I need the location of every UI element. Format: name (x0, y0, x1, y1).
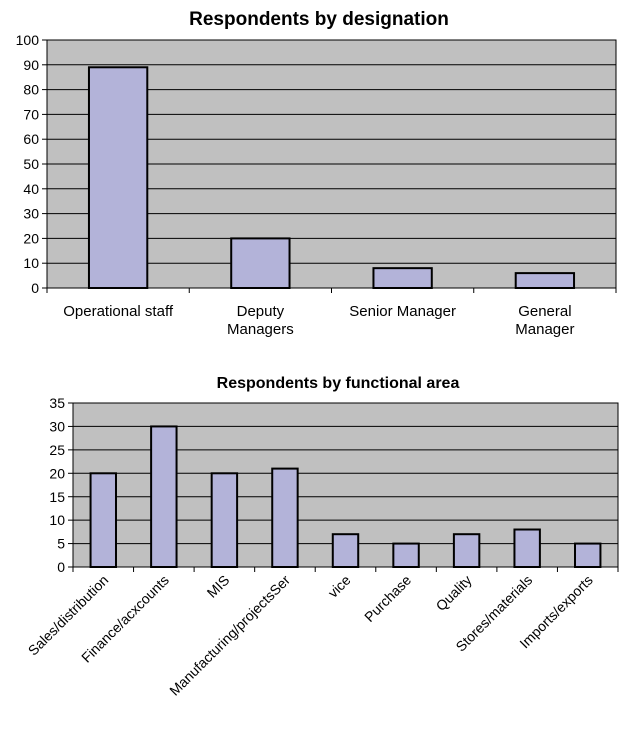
functional-area-y-tick-label: 20 (49, 465, 65, 481)
designation-y-tick-label: 60 (23, 131, 39, 147)
functional-area-bar (150, 425, 178, 568)
designation-y-tick-label: 80 (23, 82, 39, 98)
functional-area-y-tick-label: 25 (49, 442, 65, 458)
functional-area-bar (89, 472, 117, 568)
designation-category-label: Operational staff (63, 303, 174, 320)
functional-area-bar (574, 542, 602, 568)
functional-area-bar (452, 533, 481, 569)
designation-y-tick-label: 90 (23, 57, 39, 73)
designation-category-label: General Manager (515, 303, 574, 338)
functional-area-category-label: Quality (433, 572, 475, 614)
functional-area-y-tick-label: 30 (49, 418, 65, 434)
designation-y-tick-label: 20 (23, 230, 39, 246)
designation-y-tick-label: 40 (23, 181, 39, 197)
functional-area-bar (271, 467, 299, 569)
functional-area-chart: Respondents by functional area 0 5 10 15 20 2… (25, 375, 619, 699)
functional-area-category-label: Purchase (361, 572, 414, 625)
functional-area-category-label: Manufacturing/projectsSer (166, 572, 293, 699)
functional-area-y-tick-label: 5 (57, 536, 65, 552)
designation-chart-title: Respondents by designation (189, 9, 449, 30)
designation-y-tick-label: 100 (16, 32, 40, 48)
designation-bar (372, 267, 433, 290)
designation-bar (87, 66, 149, 289)
functional-area-category-label: vice (325, 572, 354, 601)
designation-y-tick-label: 10 (23, 255, 39, 271)
designation-y-tick-label: 70 (23, 106, 39, 122)
designation-category-label: Deputy Managers (227, 303, 294, 338)
functional-area-y-tick-label: 10 (49, 512, 65, 528)
designation-y-tick-label: 30 (23, 206, 39, 222)
functional-area-chart-title: Respondents by functional area (217, 375, 460, 392)
designation-category-label: Senior Manager (349, 303, 456, 320)
functional-area-bar (513, 528, 541, 568)
designation-y-tick-label: 50 (23, 156, 39, 172)
designation-bar (230, 237, 291, 289)
functional-area-bar (210, 472, 239, 568)
designation-bar (514, 272, 576, 289)
functional-area-y-tick-label: 15 (49, 489, 65, 505)
functional-area-y-tick-label: 0 (57, 559, 65, 575)
designation-y-tick-label: 0 (31, 280, 39, 296)
designation-chart: Respondents by designation 0 10 20 30 40 50 60… (16, 9, 617, 338)
functional-area-bar (392, 542, 420, 568)
functional-area-y-tick-label: 35 (49, 395, 65, 411)
functional-area-bar (331, 533, 360, 569)
functional-area-category-label: MIS (204, 572, 233, 601)
